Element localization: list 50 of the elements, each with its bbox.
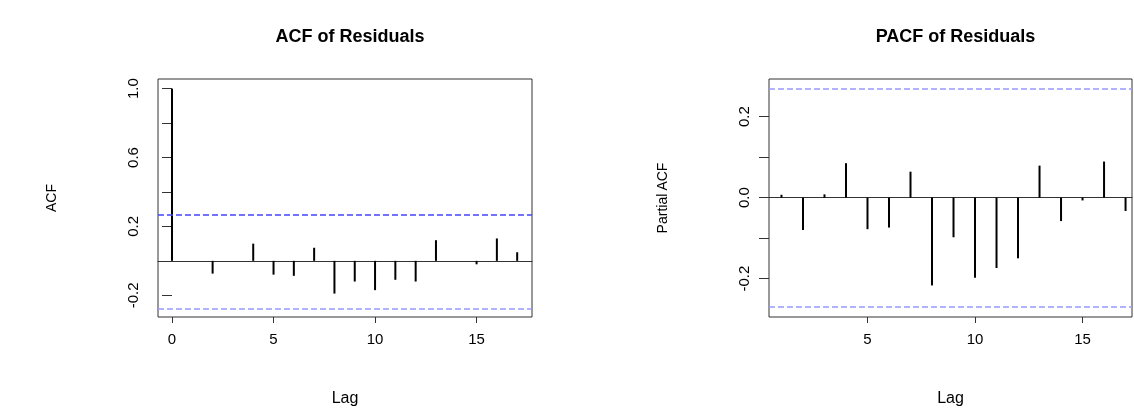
bar [171, 88, 174, 261]
x-tick-label: 15 [468, 330, 485, 347]
y-axis-title: Partial ACF [654, 162, 670, 234]
bar [1038, 165, 1041, 198]
x-tick-label: 0 [167, 330, 177, 347]
chart-title: ACF of Residuals [275, 26, 425, 46]
bar [780, 194, 783, 198]
bar [353, 260, 356, 282]
x-tick-label: 10 [966, 330, 984, 347]
bar [1124, 197, 1127, 211]
y-tick-label: 0.6 [124, 147, 141, 168]
x-tick-label: 10 [366, 330, 384, 347]
x-axis-title: Lag [937, 388, 964, 406]
bar [434, 240, 437, 261]
y-tick-label: 0.2 [735, 106, 752, 128]
bar [844, 163, 847, 198]
bar [974, 197, 977, 278]
y-tick-label: 0.0 [735, 187, 752, 209]
bar [931, 197, 934, 286]
bar [495, 238, 498, 261]
bar [394, 260, 397, 280]
y-tick-label: 1.0 [124, 78, 141, 100]
bar [823, 194, 826, 198]
bar [414, 260, 417, 282]
bar [292, 260, 295, 276]
bar [888, 197, 890, 228]
bar [1060, 197, 1063, 222]
bar [909, 171, 912, 198]
bar [516, 252, 519, 261]
bar [333, 260, 336, 294]
bar [272, 260, 275, 275]
bar [1017, 197, 1020, 259]
x-tick-label: 5 [863, 330, 872, 347]
y-axis-title: ACF [43, 184, 59, 212]
bar [252, 243, 255, 261]
bar [866, 197, 869, 230]
y-tick-label: -0.2 [124, 282, 141, 309]
bar [313, 247, 316, 261]
bar [801, 197, 804, 230]
y-tick-label: 0.2 [124, 215, 141, 237]
bar [1103, 161, 1106, 198]
x-tick-label: 15 [1074, 330, 1091, 347]
bar [952, 197, 955, 238]
bar [374, 260, 377, 291]
bar [995, 197, 998, 269]
y-tick-label: -0.2 [735, 265, 752, 292]
bar [211, 260, 214, 274]
chart-title: PACF of Residuals [875, 26, 1036, 46]
x-axis-title: Lag [331, 388, 359, 406]
x-tick-label: 5 [269, 330, 278, 347]
